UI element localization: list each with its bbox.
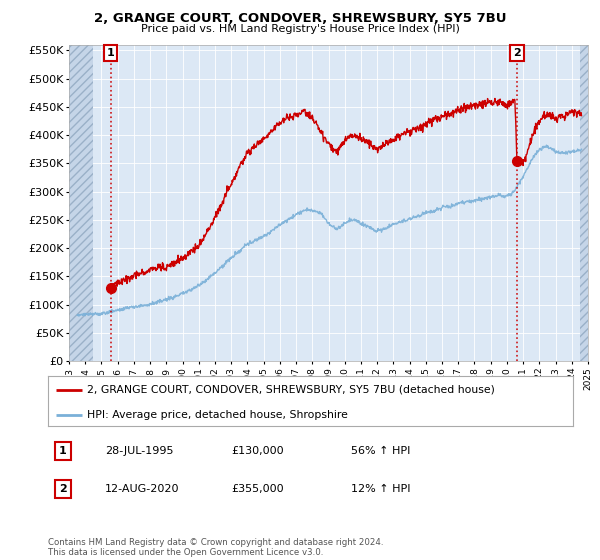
Text: 2, GRANGE COURT, CONDOVER, SHREWSBURY, SY5 7BU: 2, GRANGE COURT, CONDOVER, SHREWSBURY, S… — [94, 12, 506, 25]
Text: Contains HM Land Registry data © Crown copyright and database right 2024.
This d: Contains HM Land Registry data © Crown c… — [48, 538, 383, 557]
Text: £130,000: £130,000 — [231, 446, 284, 456]
Text: 2: 2 — [59, 484, 67, 494]
Text: HPI: Average price, detached house, Shropshire: HPI: Average price, detached house, Shro… — [88, 410, 348, 420]
Text: 1: 1 — [107, 48, 115, 58]
Text: 28-JUL-1995: 28-JUL-1995 — [105, 446, 173, 456]
Text: 2: 2 — [513, 48, 521, 58]
Text: 2, GRANGE COURT, CONDOVER, SHREWSBURY, SY5 7BU (detached house): 2, GRANGE COURT, CONDOVER, SHREWSBURY, S… — [88, 385, 495, 395]
Text: 56% ↑ HPI: 56% ↑ HPI — [351, 446, 410, 456]
Text: Price paid vs. HM Land Registry's House Price Index (HPI): Price paid vs. HM Land Registry's House … — [140, 24, 460, 34]
Bar — [580, 45, 590, 361]
Text: 12% ↑ HPI: 12% ↑ HPI — [351, 484, 410, 494]
Text: 12-AUG-2020: 12-AUG-2020 — [105, 484, 179, 494]
Text: 1: 1 — [59, 446, 67, 456]
Text: £355,000: £355,000 — [231, 484, 284, 494]
Bar — [69, 45, 94, 361]
